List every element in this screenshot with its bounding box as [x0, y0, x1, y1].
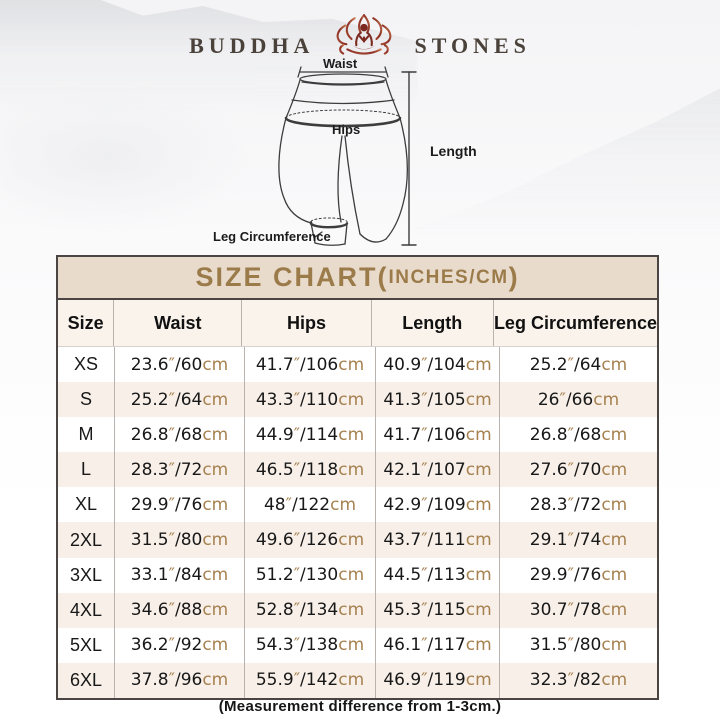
size-chart-title-close: )	[508, 262, 520, 292]
cell-leg-circumference: 25.2 ″/64 cm	[529, 354, 628, 375]
cell-waist: 29.9 ″/76 cm	[115, 487, 245, 523]
diagram-label-waist: Waist	[323, 56, 358, 71]
cell-size: 5XL	[58, 627, 115, 663]
cell-leg-circumference: 32.3 ″/82 cm	[529, 670, 628, 691]
size-chart-title: SIZE CHART(INCHES/CM)	[58, 257, 657, 300]
table-row-m: M 26.8 ″/68 cm 44.9 ″/114 cm 41.7 ″/106 cm 26.8 ″/6…	[58, 417, 657, 453]
cell-waist: 25.2 ″/64 cm	[115, 382, 245, 418]
cell-length: 42.9 ″/109 cm	[376, 487, 500, 523]
cell-waist: 28.3 ″/72 cm	[115, 452, 245, 488]
cell-length: 43.7 ″/111 cm	[376, 522, 500, 558]
cell-waist: 26.8 ″/68 cm	[115, 417, 245, 453]
cell-hips: 55.9 ″/142 cm	[245, 662, 376, 698]
diagram-label-hips: Hips	[332, 122, 361, 137]
column-header-size: Size	[58, 300, 115, 346]
cell-length: 46.1 ″/117 cm	[376, 627, 500, 663]
cell-hips: 46.5 ″/118 cm	[245, 452, 376, 488]
table-row-5xl: 5XL 36.2 ″/92 cm 54.3 ″/138 cm 46.1 ″/117 cm 31.5 ″…	[58, 627, 657, 663]
column-header-length: Length	[372, 300, 494, 346]
cell-length: 45.3 ″/115 cm	[376, 592, 500, 628]
cell-length: 42.1 ″/107 cm	[376, 452, 500, 488]
cell-length: 40.9 ″/104 cm	[376, 347, 500, 383]
cell-hips: 51.2 ″/130 cm	[245, 557, 376, 593]
cell-hips: 48 ″/122 cm	[245, 487, 376, 523]
brand-name-right: STONES	[414, 33, 531, 58]
cell-hips: 52.8 ″/134 cm	[245, 592, 376, 628]
column-header-leg-circumference: Leg Circumference	[493, 312, 657, 333]
cell-waist: 34.6 ″/88 cm	[115, 592, 245, 628]
cell-size: 2XL	[58, 522, 115, 558]
diagram-label-leg-circumference: Leg Circumference	[213, 229, 331, 244]
cell-hips: 43.3 ″/110 cm	[245, 382, 376, 418]
cell-length: 44.5 ″/113 cm	[376, 557, 500, 593]
table-body: XS 23.6 ″/60 cm 41.7 ″/106 cm 40.9 ″/104 cm 25.2 ″ /…	[58, 347, 657, 698]
cell-size: L	[58, 452, 115, 488]
column-header-waist: Waist	[114, 300, 243, 346]
cell-length: 41.3 ″/105 cm	[376, 382, 500, 418]
cell-size: 6XL	[58, 662, 115, 698]
pants-outline-drawing	[278, 66, 417, 246]
cell-leg-circumference: 31.5 ″/80 cm	[529, 635, 628, 656]
cell-leg-circumference: 26.8 ″/68 cm	[529, 424, 628, 445]
cell-hips: 54.3 ″/138 cm	[245, 627, 376, 663]
cell-waist: 31.5 ″/80 cm	[115, 522, 245, 558]
table-row-l: L 28.3 ″/72 cm 46.5 ″/118 cm 42.1 ″/107 cm 27.6 ″/7…	[58, 452, 657, 488]
cell-size: 3XL	[58, 557, 115, 593]
size-chart-title-main: SIZE CHART(	[195, 262, 389, 292]
measurement-note: (Measurement difference from 1-3cm.)	[218, 698, 502, 715]
table-row-xs: XS 23.6 ″/60 cm 41.7 ″/106 cm 40.9 ″/104 cm 25.2 ″ /…	[58, 347, 657, 383]
table-row-3xl: 3XL 33.1 ″/84 cm 51.2 ″/130 cm 44.5 ″/113 cm 29.9 ″…	[58, 557, 657, 593]
cell-waist: 36.2 ″/92 cm	[115, 627, 245, 663]
cell-size: XL	[58, 487, 115, 523]
cell-leg-circumference: 30.7 ″/78 cm	[529, 600, 628, 621]
cell-hips: 44.9 ″/114 cm	[245, 417, 376, 453]
table-row-4xl: 4XL 34.6 ″/88 cm 52.8 ″/134 cm 45.3 ″/115 cm 30.7 ″…	[58, 592, 657, 628]
cell-size: 4XL	[58, 592, 115, 628]
cell-length: 46.9 ″/119 cm	[376, 662, 500, 698]
pants-measurement-diagram: Waist Hips Length Leg Circumference	[205, 56, 495, 254]
cell-waist: 23.6 ″/60 cm	[115, 347, 245, 383]
cell-leg-circumference: 29.1 ″/74 cm	[529, 530, 628, 551]
brand-logo: BUDDHA	[0, 12, 720, 66]
table-row-xl: XL 29.9 ″/76 cm 48 ″/122 cm 42.9 ″/109 cm 28.3 ″/72…	[58, 487, 657, 523]
cell-size: S	[58, 382, 115, 418]
cell-size: XS	[58, 347, 115, 383]
table-row-2xl: 2XL 31.5 ″/80 cm 49.6 ″/126 cm 43.7 ″/111 cm 29.1 ″…	[58, 522, 657, 558]
cell-waist: 37.8 ″/96 cm	[115, 662, 245, 698]
size-chart-title-units: INCHES/CM	[388, 266, 509, 288]
cell-leg-circumference: 28.3 ″/72 cm	[529, 494, 628, 515]
cell-hips: 49.6 ″/126 cm	[245, 522, 376, 558]
cell-hips: 41.7 ″/106 cm	[245, 347, 376, 383]
cell-leg-circumference: 26 ″/66 cm	[537, 389, 620, 410]
diagram-label-length: Length	[430, 143, 477, 159]
cell-waist: 33.1 ″/84 cm	[115, 557, 245, 593]
lotus-meditation-icon	[337, 14, 392, 55]
cell-leg-circumference: 29.9 ″/76 cm	[529, 565, 628, 586]
table-row-s: S 25.2 ″/64 cm 43.3 ″/110 cm 41.3 ″/105 cm 26 ″/66 c…	[58, 382, 657, 418]
cell-length: 41.7 ″/106 cm	[376, 417, 500, 453]
brand-name-left: BUDDHA	[189, 33, 315, 58]
column-header-hips: Hips	[242, 300, 372, 346]
table-row-6xl: 6XL 37.8 ″/96 cm 55.9 ″/142 cm 46.9 ″/119 cm 32.3 ″…	[58, 662, 657, 698]
cell-size: M	[58, 417, 115, 453]
table-header-row: Size Waist Hips Length Leg Circumference	[58, 300, 657, 347]
size-chart-table: SIZE CHART(INCHES/CM) Size Waist Hips Lengt…	[56, 255, 659, 700]
cell-leg-circumference: 27.6 ″/70 cm	[529, 459, 628, 480]
